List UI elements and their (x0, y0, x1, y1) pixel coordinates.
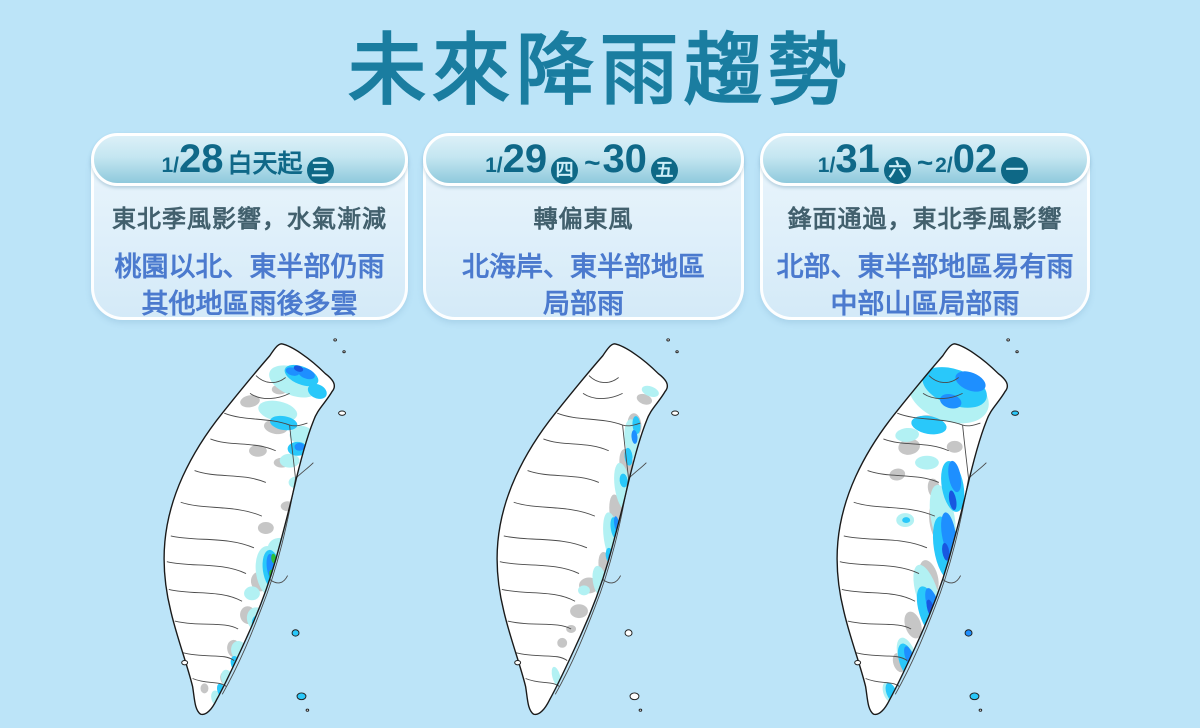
forecast-headline: 鋒面通過，東北季風影響 (787, 206, 1063, 233)
offshore-islets (854, 338, 1020, 712)
forecast-detail: 桃園以北、東半部仍雨 其他地區雨後多雲 (94, 249, 405, 323)
taiwan-island (837, 343, 1008, 715)
page-title: 未來降雨趨勢 (347, 26, 852, 114)
rainfall-layer (882, 367, 989, 703)
forecast-detail: 北海岸、東半部地區 局部雨 (426, 249, 741, 323)
date-tilde: ~ (584, 147, 601, 179)
rainfall-map-jan29-30 (496, 338, 680, 716)
forecast-detail: 北部、東半部地區易有雨 中部山區局部雨 (763, 249, 1087, 323)
date-num: 29 (502, 137, 548, 182)
weekday-badge: 三 (306, 156, 334, 184)
county-boundaries (839, 375, 987, 695)
weekday-badge: 六 (883, 156, 911, 184)
map-container-1 (125, 330, 375, 726)
offshore-islets (181, 338, 347, 712)
date-label: 白天起 (227, 150, 303, 178)
date-row: 1/31 六 ~2/02 一 (817, 137, 1032, 184)
weekday-badge: 五 (650, 156, 678, 184)
rainfall-map-jan31-feb02 (836, 338, 1020, 716)
coastline (163, 343, 335, 716)
date-num: 30 (602, 137, 647, 182)
date-num: 31 (835, 137, 880, 182)
county-boundaries (499, 375, 647, 695)
date-sup: 1/ (161, 154, 179, 177)
date-sup: 1/ (485, 154, 503, 178)
weekday-badge: 四 (551, 156, 579, 184)
map-container-2 (458, 330, 708, 726)
coastline (496, 343, 668, 716)
weekday-badge: 一 (1001, 156, 1029, 184)
detail-line: 桃園以北、東半部仍雨 (114, 252, 385, 282)
date-row: 1/29 四 ~30 五 (485, 137, 682, 184)
date-tilde: ~ (916, 147, 934, 179)
date-sup: 1/ (817, 154, 836, 178)
date-header-1: 1/28 白天起三 (91, 133, 408, 186)
detail-line: 其他地區雨後多雲 (141, 289, 358, 319)
date-sup: 2/ (935, 154, 953, 178)
forecast-headline: 轉偏東風 (533, 206, 634, 233)
detail-line: 北海岸、東半部地區 (462, 252, 705, 282)
detail-line: 中部山區局部雨 (830, 289, 1020, 319)
date-header-2: 1/29 四 ~30 五 (423, 133, 744, 186)
rainfall-map-jan28 (163, 338, 347, 716)
detail-line: 局部雨 (543, 289, 624, 319)
offshore-islets (514, 338, 680, 712)
forecast-card-2: 1/29 四 ~30 五 轉偏東風 北海岸、東半部地區 局部雨 (423, 133, 744, 320)
date-header-3: 1/31 六 ~2/02 一 (760, 133, 1090, 186)
coastline (836, 343, 1008, 716)
map-container-3 (798, 330, 1048, 726)
forecast-card-3: 1/31 六 ~2/02 一 鋒面通過，東北季風影響 北部、東半部地區易有雨 中部山區… (760, 133, 1090, 320)
date-row: 1/28 白天起三 (161, 137, 337, 184)
forecast-headline: 東北季風影響，水氣漸減 (112, 206, 387, 233)
detail-line: 北部、東半部地區易有雨 (776, 252, 1074, 282)
forecast-card-1: 1/28 白天起三 東北季風影響，水氣漸減 桃園以北、東半部仍雨 其他地區雨後多雲 (91, 133, 408, 320)
date-num: 02 (952, 137, 998, 182)
date-num: 28 (179, 137, 224, 181)
